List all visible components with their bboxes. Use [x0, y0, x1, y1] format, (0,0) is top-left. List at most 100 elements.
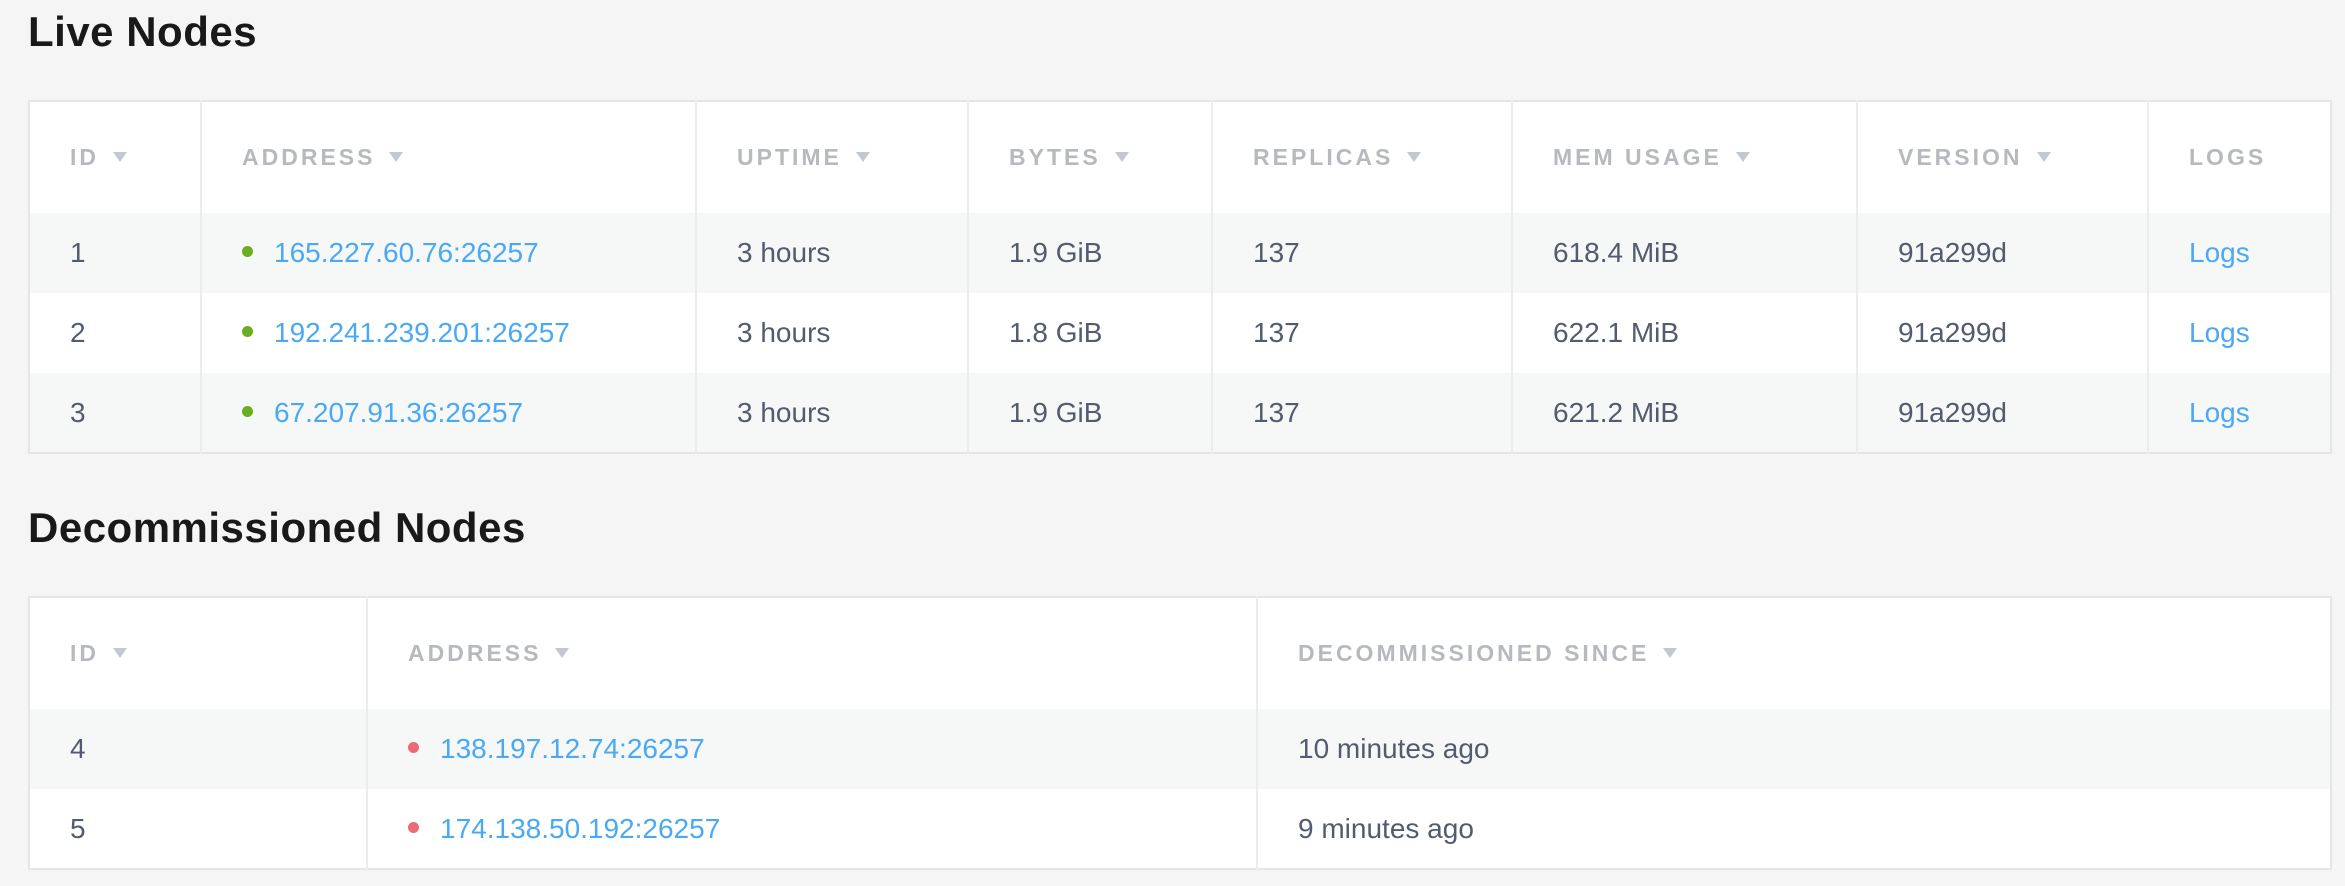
live-nodes-header-row: ID ADDRESS UPTIME BYTES REPLICAS MEM USAGE VER… [29, 101, 2331, 213]
column-header-label: ID [70, 640, 99, 666]
table-row: 2 192.241.239.201:26257 3 hours 1.8 GiB 137 6… [29, 293, 2331, 373]
node-bytes: 1.8 GiB [1009, 317, 1103, 348]
node-id: 3 [70, 396, 86, 428]
node-uptime-cell: 3 hours [695, 373, 968, 453]
column-header-label: UPTIME [737, 144, 842, 170]
node-bytes-cell: 1.9 GiB [967, 213, 1212, 293]
table-row: 3 67.207.91.36:26257 3 hours 1.9 GiB 137 621.… [29, 373, 2331, 453]
node-id-cell: 5 [29, 789, 367, 869]
node-mem-usage-cell: 618.4 MiB [1511, 213, 1857, 293]
decommissioned-since-cell: 10 minutes ago [1256, 709, 2331, 789]
node-replicas: 137 [1253, 237, 1300, 268]
column-header-mem-usage[interactable]: MEM USAGE [1511, 101, 1857, 213]
node-address-cell: 67.207.91.36:26257 [200, 373, 696, 453]
column-header-uptime[interactable]: UPTIME [695, 101, 968, 213]
column-header-label: REPLICAS [1253, 144, 1394, 170]
node-replicas-cell: 137 [1211, 213, 1512, 293]
sort-arrow-icon [555, 647, 570, 658]
decommissioned-since: 10 minutes ago [1298, 733, 1490, 764]
node-id-cell: 1 [29, 213, 201, 293]
node-id: 2 [70, 317, 86, 348]
node-logs-link[interactable]: Logs [2189, 317, 2250, 348]
node-mem-usage: 618.4 MiB [1553, 237, 1680, 268]
column-header-label: VERSION [1898, 144, 2023, 170]
node-address-link[interactable]: 67.207.91.36:26257 [274, 396, 524, 428]
node-id-cell: 2 [29, 293, 201, 373]
live-status-dot-icon [242, 405, 253, 417]
node-address-cell: 138.197.12.74:26257 [366, 709, 1257, 789]
node-bytes-cell: 1.8 GiB [967, 293, 1212, 373]
column-header-address[interactable]: ADDRESS [200, 101, 696, 213]
node-address-cell: 165.227.60.76:26257 [200, 213, 696, 293]
node-address-link[interactable]: 165.227.60.76:26257 [274, 237, 539, 268]
table-row: 1 165.227.60.76:26257 3 hours 1.9 GiB 137 618… [29, 213, 2331, 293]
live-status-dot-icon [242, 246, 253, 258]
live-nodes-table: ID ADDRESS UPTIME BYTES REPLICAS MEM USAGE VER… [28, 100, 2332, 454]
sort-arrow-icon [113, 151, 127, 162]
node-mem-usage-cell: 622.1 MiB [1511, 293, 1857, 373]
node-mem-usage: 621.2 MiB [1553, 396, 1680, 428]
node-logs-cell: Logs [2147, 213, 2331, 293]
column-header-id[interactable]: ID [29, 101, 201, 213]
table-row: 5 174.138.50.192:26257 9 minutes ago [29, 789, 2331, 869]
sort-arrow-icon [1735, 151, 1750, 162]
sort-arrow-icon [1114, 151, 1129, 162]
node-uptime-cell: 3 hours [695, 293, 968, 373]
column-header-version[interactable]: VERSION [1856, 101, 2148, 213]
column-header-decommissioned-since[interactable]: DECOMMISSIONED SINCE [1256, 597, 2331, 709]
column-header-logs: LOGS [2147, 101, 2331, 213]
node-logs-cell: Logs [2147, 373, 2331, 453]
node-address-link[interactable]: 192.241.239.201:26257 [274, 317, 570, 348]
column-header-replicas[interactable]: REPLICAS [1211, 101, 1512, 213]
node-address-cell: 174.138.50.192:26257 [366, 789, 1257, 869]
decommissioned-since-cell: 9 minutes ago [1256, 789, 2331, 869]
sort-arrow-icon [855, 151, 870, 162]
column-header-label: LOGS [2189, 144, 2267, 170]
column-header-label: ID [70, 144, 99, 170]
column-header-id[interactable]: ID [29, 597, 367, 709]
node-version-cell: 91a299d [1856, 213, 2148, 293]
node-bytes: 1.9 GiB [1009, 396, 1103, 428]
node-id: 4 [70, 733, 86, 764]
table-row: 4 138.197.12.74:26257 10 minutes ago [29, 709, 2331, 789]
column-header-label: BYTES [1009, 144, 1101, 170]
column-header-address[interactable]: ADDRESS [366, 597, 1257, 709]
node-address-link[interactable]: 138.197.12.74:26257 [440, 733, 705, 764]
column-header-label: MEM USAGE [1553, 144, 1722, 170]
node-uptime: 3 hours [737, 237, 831, 268]
node-logs-cell: Logs [2147, 293, 2331, 373]
live-nodes-title: Live Nodes [28, 8, 258, 55]
node-mem-usage: 622.1 MiB [1553, 317, 1680, 348]
live-status-dot-icon [242, 326, 253, 338]
column-header-label: DECOMMISSIONED SINCE [1298, 640, 1650, 666]
node-version-cell: 91a299d [1856, 293, 2148, 373]
live-nodes-header: ID ADDRESS UPTIME BYTES REPLICAS MEM USAGE VER… [29, 101, 2331, 213]
sort-arrow-icon [2036, 151, 2051, 162]
node-id: 1 [70, 237, 86, 268]
node-uptime: 3 hours [737, 396, 831, 428]
node-mem-usage-cell: 621.2 MiB [1511, 373, 1857, 453]
node-logs-link[interactable]: Logs [2189, 237, 2250, 268]
node-id: 5 [70, 812, 86, 844]
node-uptime: 3 hours [737, 317, 831, 348]
decommissioned-nodes-body: 4 138.197.12.74:26257 10 minutes ago 5 174.1… [29, 709, 2331, 869]
sort-arrow-icon [113, 647, 127, 658]
node-version-cell: 91a299d [1856, 373, 2148, 453]
node-replicas: 137 [1253, 317, 1300, 348]
node-version: 91a299d [1898, 237, 2008, 268]
node-version: 91a299d [1898, 317, 2008, 348]
node-address-link[interactable]: 174.138.50.192:26257 [440, 812, 721, 844]
decommissioned-status-dot-icon [408, 821, 419, 833]
sort-arrow-icon [1663, 647, 1678, 658]
node-address-cell: 192.241.239.201:26257 [200, 293, 696, 373]
column-header-label: ADDRESS [408, 640, 542, 666]
node-logs-link[interactable]: Logs [2189, 396, 2250, 428]
sort-arrow-icon [1407, 151, 1422, 162]
node-id-cell: 4 [29, 709, 367, 789]
column-header-bytes[interactable]: BYTES [967, 101, 1212, 213]
node-replicas-cell: 137 [1211, 293, 1512, 373]
decommissioned-since: 9 minutes ago [1298, 812, 1474, 844]
decommissioned-nodes-header-row: ID ADDRESS DECOMMISSIONED SINCE [29, 597, 2331, 709]
decommissioned-nodes-table: ID ADDRESS DECOMMISSIONED SINCE 4 138.197.1… [28, 596, 2332, 870]
